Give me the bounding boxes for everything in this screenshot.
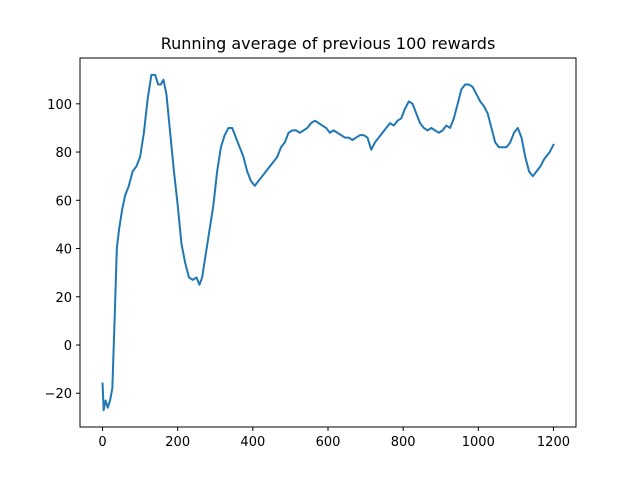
x-tick-label: 600 [316, 435, 341, 450]
y-tick-label: 20 [55, 291, 72, 306]
axes: 0 200 400 600 800 1000 1200 −20 0 20 40 60 80 100 [45, 57, 577, 450]
x-tick-label: 1000 [462, 435, 495, 450]
x-tick-label: 1200 [537, 435, 570, 450]
y-tick-label: 80 [55, 146, 72, 161]
x-tick-label: 400 [240, 435, 265, 450]
x-tick-label: 800 [391, 435, 416, 450]
y-tick-label: −20 [45, 387, 72, 402]
x-tick-label: 0 [98, 435, 106, 450]
y-tick-label: 60 [55, 194, 72, 209]
y-tick-label: 100 [47, 98, 72, 113]
x-tick-label: 200 [165, 435, 190, 450]
chart-title: Running average of previous 100 rewards [161, 34, 496, 53]
y-tick-label: 0 [64, 339, 72, 354]
y-tick-label: 40 [55, 243, 72, 258]
series-line-0 [101, 73, 555, 412]
plot-area [101, 73, 555, 412]
